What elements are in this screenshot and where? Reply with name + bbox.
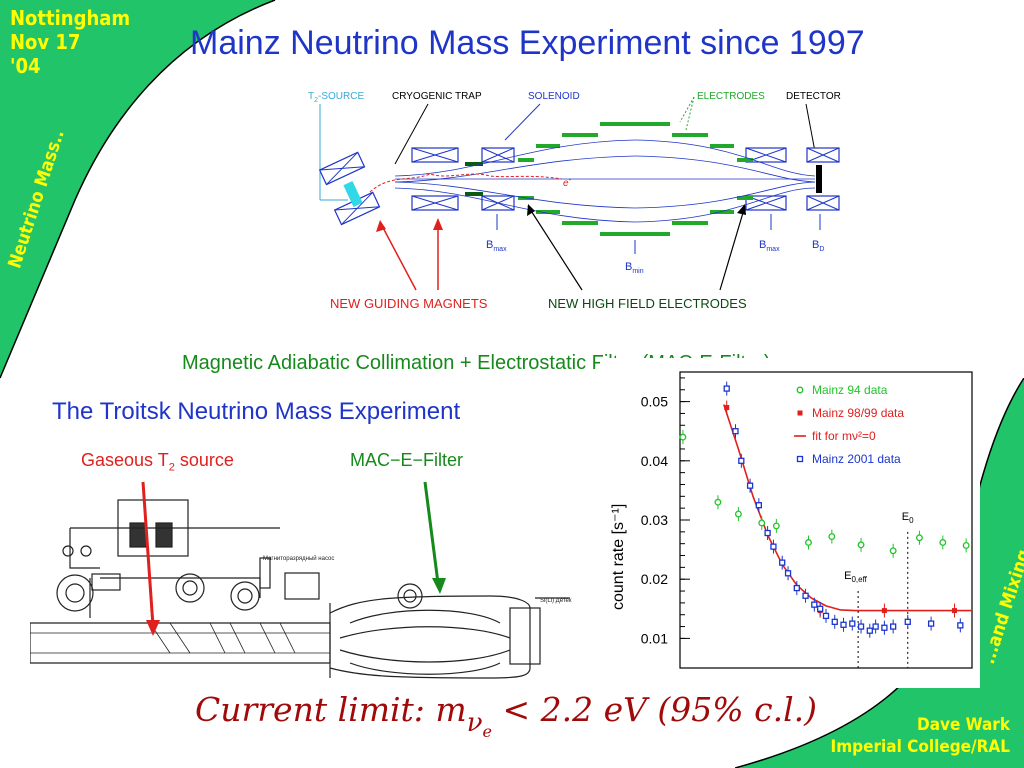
chart-panel: [600, 358, 980, 688]
count-rate-chart: 0.05 0.04 0.03 0.02 0.01 E0,eff E0 Mainz 94 dat…: [641, 371, 973, 669]
data-point-mainz-94: [857, 541, 865, 549]
data-point-mainz-2001: [770, 543, 777, 550]
data-point-mainz-2001: [764, 529, 771, 537]
b-d-label: BD: [812, 239, 824, 253]
page-title: Mainz Neutrino Mass Experiment since 199…: [190, 24, 865, 62]
solenoid-label: SOLENOID: [528, 91, 580, 102]
legend-marker: [796, 455, 804, 463]
data-point-mainz-2001: [957, 622, 964, 629]
data-point-mainz-2001: [723, 385, 730, 392]
data-point-mainz-94: [734, 510, 742, 518]
corner-line-1: Nottingham: [10, 6, 131, 30]
chart-y-tick-label: 0.03: [641, 512, 668, 528]
cryogenic-trap-label: CRYOGENIC TRAP: [392, 91, 482, 102]
data-point-mainz-2001: [822, 612, 830, 620]
electrodes-label: ELECTRODES: [697, 91, 765, 102]
data-point-mainz-94: [828, 533, 836, 541]
legend-marker: [797, 410, 803, 416]
e0-eff-label: E0,eff: [844, 570, 868, 584]
new-guiding-magnets-label: NEW GUIDING MAGNETS: [330, 296, 488, 311]
chart-y-tick-label: 0.02: [641, 571, 668, 587]
legend-marker: [796, 386, 804, 394]
legend-label: fit for mν²=0: [812, 429, 876, 443]
current-limit-text: Current limit: mνe < 2.2 eV (95% c.l.): [195, 690, 818, 741]
t2-source-label: T2-SOURCE: [308, 91, 364, 104]
new-high-field-electrodes-label: NEW HIGH FIELD ELECTRODES: [548, 296, 747, 311]
data-point-mainz-2001: [840, 621, 847, 628]
chart-y-tick-label: 0.05: [641, 394, 668, 410]
b-max-right-label: Bmax: [759, 239, 780, 253]
data-point-mainz-94: [962, 542, 970, 549]
corner-line-2: Nov 17: [10, 30, 81, 54]
legend-label: Mainz 94 data: [812, 383, 888, 397]
chart-y-axis-title: count rate [s⁻¹]: [610, 503, 627, 610]
data-point-mainz-2001: [811, 601, 818, 608]
affiliation: Imperial College/RAL: [830, 737, 1010, 757]
mac-e-filter-label: MAC−E−Filter: [350, 450, 464, 470]
pump-label: Магниторазрядный насос: [263, 555, 334, 562]
data-point-mainz-2001: [881, 624, 888, 631]
mainz-apparatus-diagram: T2-SOURCE CRYOGENIC TRAP SOLENOID ELECTR…: [308, 91, 841, 311]
corner-green-top-left: [0, 0, 276, 379]
chart-y-tick-label: 0.04: [641, 453, 668, 469]
data-point-mainz-94: [772, 522, 780, 530]
data-point-mainz-94: [805, 539, 812, 546]
legend-label: Mainz 98/99 data: [812, 406, 904, 420]
data-point-mainz-2001: [738, 457, 745, 464]
data-point-mainz-94: [939, 539, 947, 546]
chart-y-tick-label: 0.01: [641, 630, 668, 646]
corner-line-3: '04: [10, 54, 41, 78]
data-point-mainz-2001: [927, 620, 935, 627]
author: Dave Wark: [917, 715, 1010, 735]
data-point-mainz-2001: [746, 482, 754, 489]
data-point-mainz-2001: [866, 627, 873, 634]
data-point-mainz-2001: [890, 623, 897, 630]
troitsk-apparatus-diagram: Магниторазрядный насос Si(Li) Детек: [30, 481, 572, 679]
data-point-mainz-98-99: [724, 405, 730, 411]
data-point-mainz-94: [889, 547, 897, 555]
data-point-mainz-2001: [872, 623, 879, 630]
data-point-mainz-94: [714, 498, 722, 506]
b-min-label: Bmin: [625, 261, 644, 275]
data-point-mainz-2001: [831, 618, 838, 625]
data-point-mainz-94: [915, 534, 923, 542]
electron-label: e-: [563, 177, 572, 189]
legend-label: Mainz 2001 data: [812, 452, 901, 466]
detector-label: DETECTOR: [786, 91, 841, 102]
data-point-mainz-98-99: [881, 608, 887, 614]
data-point-mainz-2001: [732, 428, 739, 435]
data-point-mainz-2001: [755, 502, 762, 509]
data-point-mainz-2001: [849, 620, 856, 627]
data-point-mainz-2001: [857, 623, 865, 630]
data-point-mainz-94: [758, 519, 766, 527]
data-point-mainz-2001: [802, 592, 809, 599]
data-point-mainz-2001: [784, 570, 792, 577]
e0-label: E0: [902, 511, 914, 525]
data-point-mainz-2001: [793, 584, 800, 592]
si-li-detector-label: Si(Li) Детек: [540, 598, 572, 604]
data-point-mainz-2001: [817, 605, 824, 612]
data-point-mainz-98-99: [951, 608, 957, 614]
gaseous-source-label: Gaseous T2 source: [81, 450, 234, 474]
troitsk-title: The Troitsk Neutrino Mass Experiment: [52, 398, 461, 425]
data-point-mainz-94: [679, 433, 687, 441]
data-point-mainz-2001: [779, 559, 786, 566]
b-max-left-label: Bmax: [486, 239, 507, 253]
data-point-mainz-2001: [904, 618, 911, 625]
